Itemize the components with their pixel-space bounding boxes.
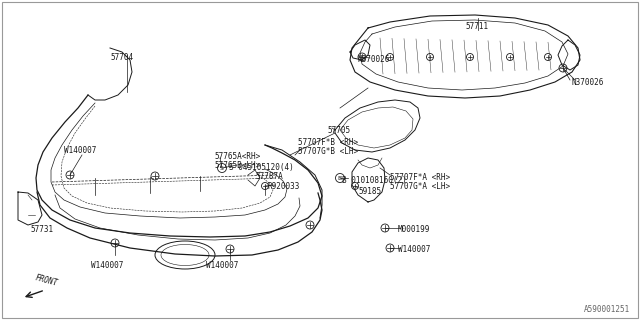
Text: 57731: 57731 — [30, 225, 53, 234]
Text: S: S — [220, 165, 224, 171]
Text: S 045105120(4): S 045105120(4) — [229, 163, 294, 172]
Text: 59185: 59185 — [358, 187, 381, 196]
Text: 57704: 57704 — [110, 53, 133, 62]
Text: B 010108160(2): B 010108160(2) — [342, 176, 407, 185]
Text: 57707F*A <RH>: 57707F*A <RH> — [390, 173, 450, 182]
Text: 57765A<RH>: 57765A<RH> — [214, 152, 260, 161]
Text: N370026: N370026 — [358, 55, 390, 64]
Text: 57707G*B <LH>: 57707G*B <LH> — [298, 147, 358, 156]
Text: W140007: W140007 — [206, 261, 238, 270]
Text: 57787A: 57787A — [255, 172, 283, 181]
Text: 57705: 57705 — [327, 126, 350, 135]
Text: FRONT: FRONT — [34, 273, 59, 288]
Text: W140007: W140007 — [64, 146, 97, 155]
Text: 57711: 57711 — [465, 22, 488, 31]
Text: B: B — [338, 175, 342, 180]
Text: 57765B<LH>: 57765B<LH> — [214, 161, 260, 170]
Text: M000199: M000199 — [398, 225, 430, 234]
Text: 57707F*B <RH>: 57707F*B <RH> — [298, 138, 358, 147]
Text: N370026: N370026 — [572, 78, 604, 87]
Text: 57707G*A <LH>: 57707G*A <LH> — [390, 182, 450, 191]
Text: W140007: W140007 — [398, 245, 430, 254]
Text: W140007: W140007 — [91, 261, 123, 270]
Text: R920033: R920033 — [268, 182, 300, 191]
Text: A590001251: A590001251 — [584, 305, 630, 314]
